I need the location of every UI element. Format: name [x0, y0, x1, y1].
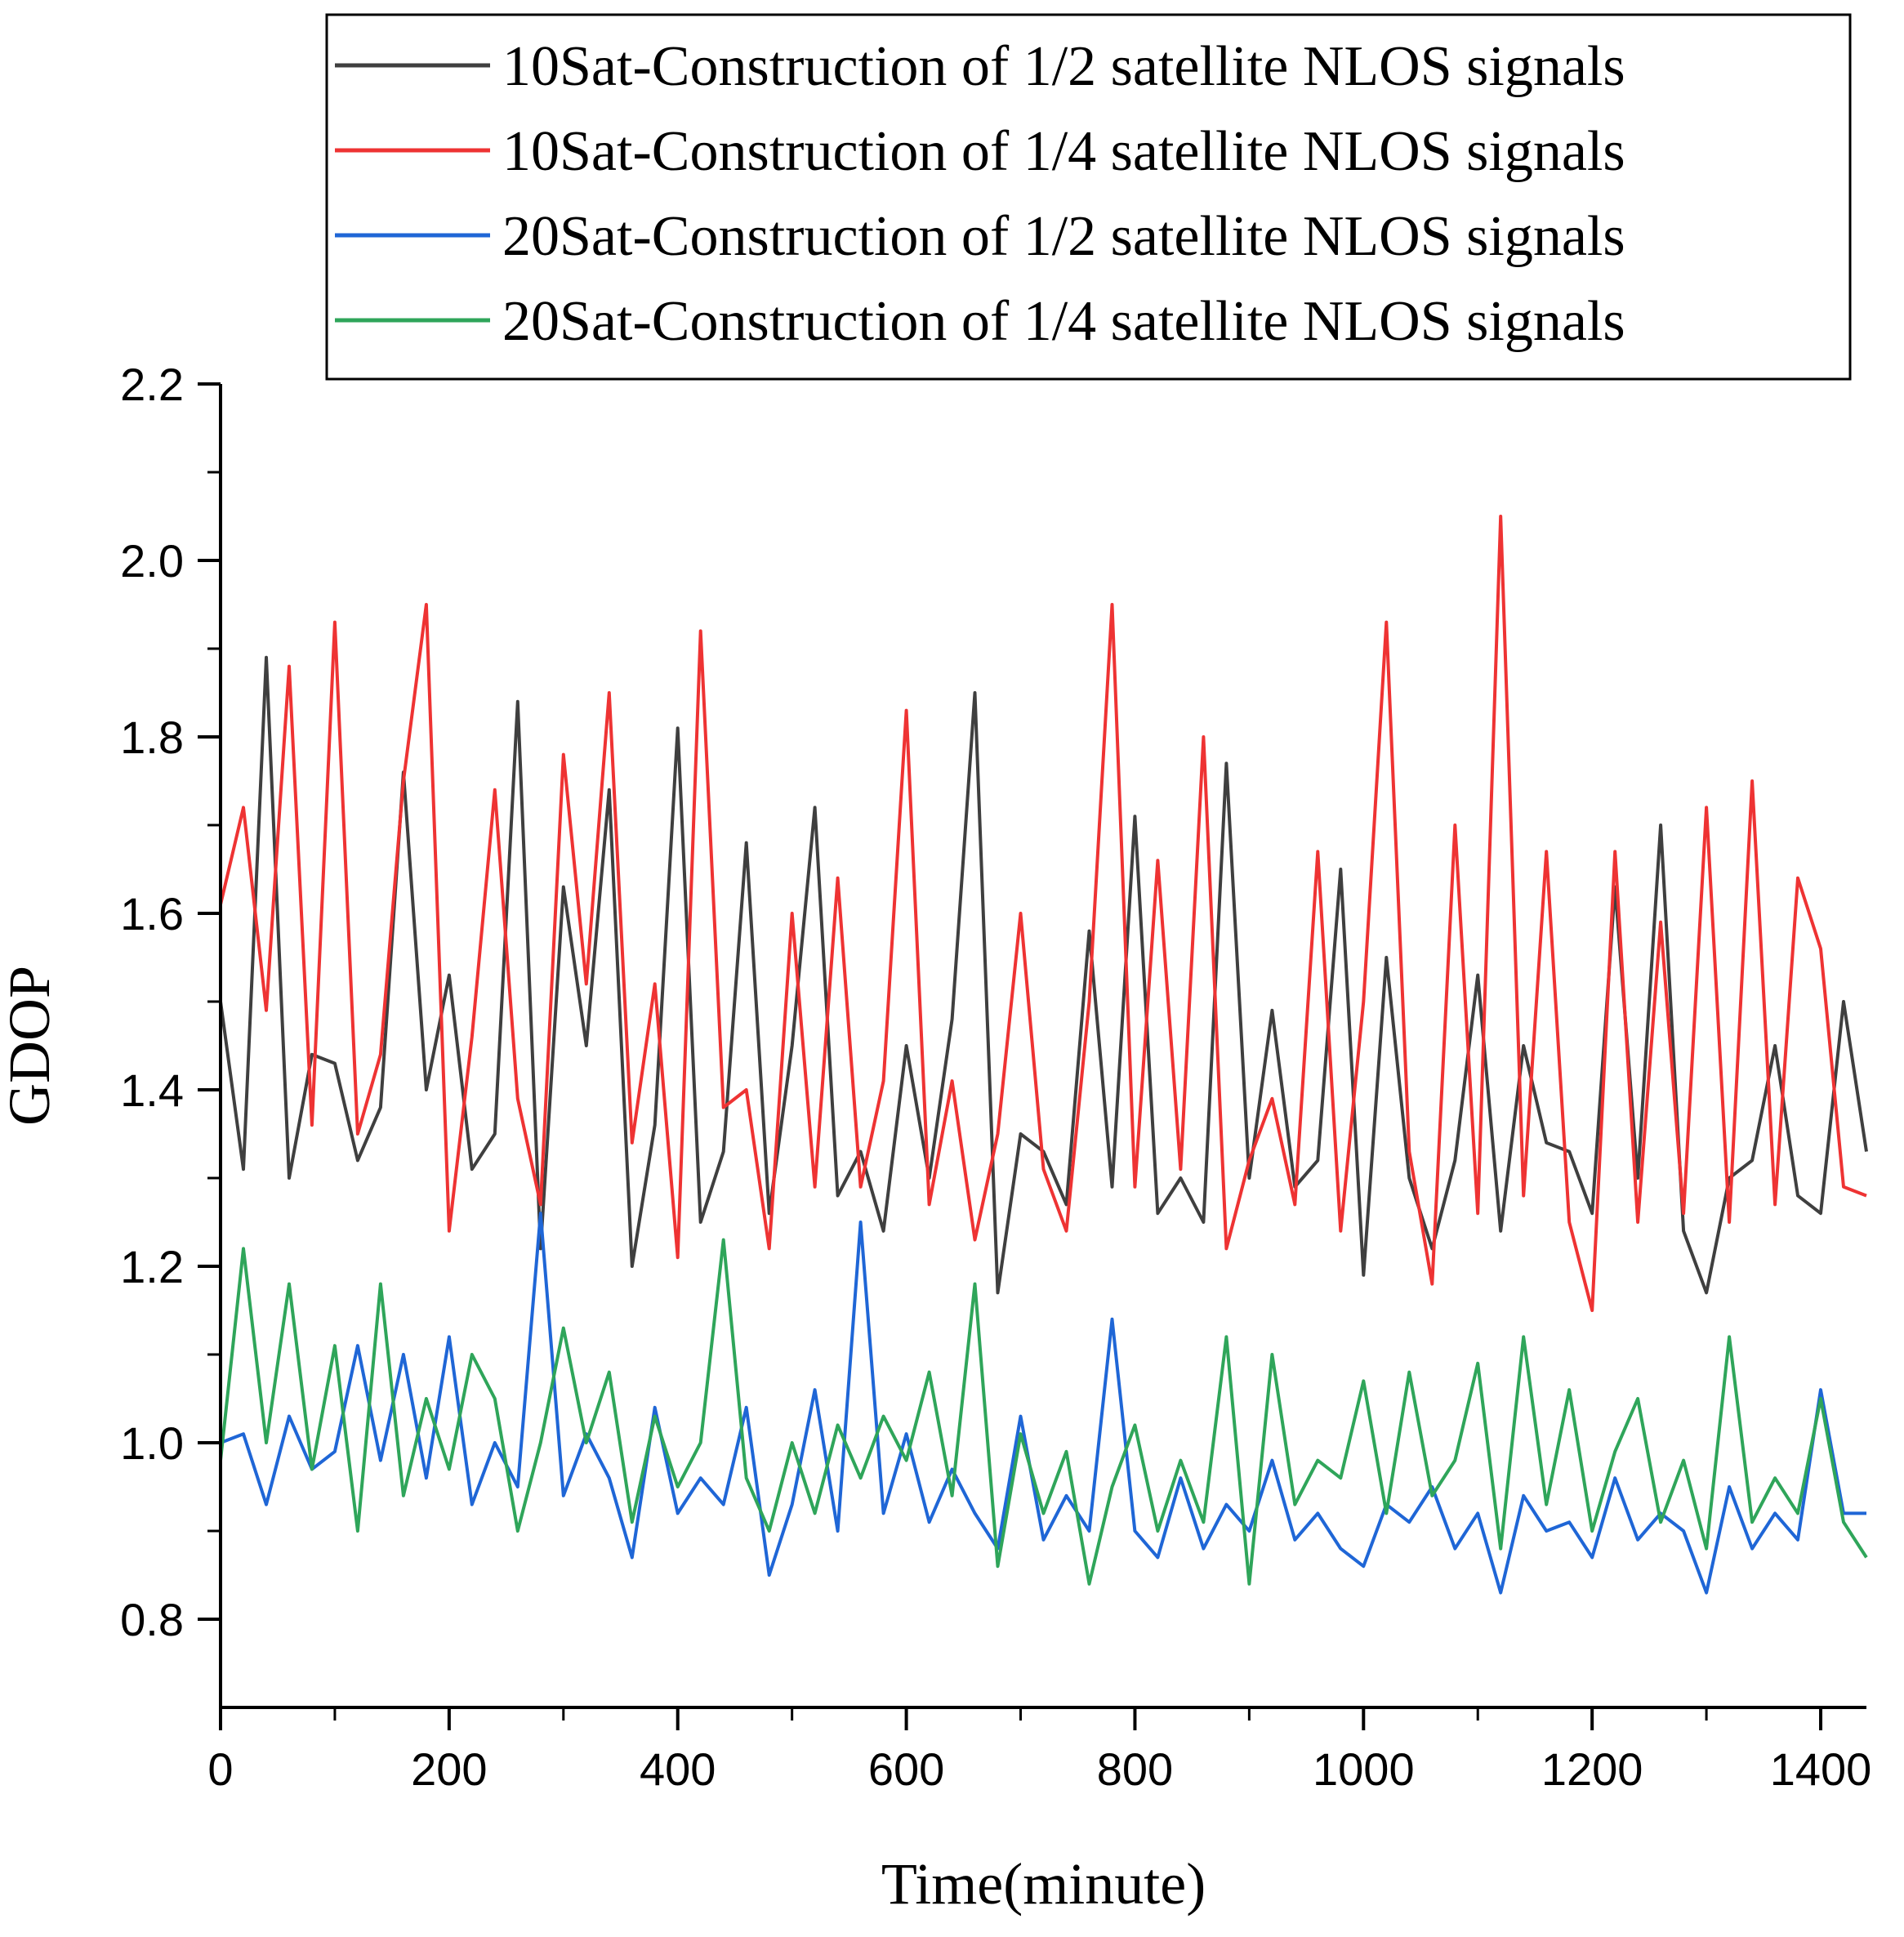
- x-tick-label: 400: [640, 1743, 716, 1795]
- x-tick-label: 1200: [1541, 1743, 1643, 1795]
- x-tick-label: 0: [207, 1743, 233, 1795]
- y-ticks: 0.8 1.0 1.2 1.4 1.6 1.8 2.0 2.2: [120, 359, 221, 1645]
- legend-label-1: 10Sat-Construction of 1/2 satellite NLOS…: [502, 35, 1625, 98]
- x-tick-label: 1400: [1770, 1743, 1872, 1795]
- legend-label-4: 20Sat-Construction of 1/4 satellite NLOS…: [502, 290, 1625, 353]
- series-line-1: [219, 655, 1868, 1295]
- axes: 0 200 400 600 800 1000 1200 1400 0.8 1.0 1.2 1.4 1.…: [120, 359, 1871, 1795]
- x-tick-label: 800: [1097, 1743, 1173, 1795]
- y-tick-label: 2.0: [120, 535, 184, 587]
- y-tick-label: 1.0: [120, 1417, 184, 1469]
- y-tick-label: 1.6: [120, 888, 184, 939]
- legend: 10Sat-Construction of 1/2 satellite NLOS…: [325, 13, 1852, 381]
- y-tick-label: 1.8: [120, 712, 184, 763]
- x-tick-label: 200: [411, 1743, 487, 1795]
- x-tick-label: 600: [868, 1743, 944, 1795]
- y-tick-label: 1.2: [120, 1241, 184, 1292]
- x-axis-title: Time(minute): [881, 1851, 1206, 1917]
- legend-label-2: 10Sat-Construction of 1/4 satellite NLOS…: [502, 120, 1625, 183]
- y-tick-label: 1.4: [120, 1064, 184, 1116]
- y-tick-label: 2.2: [120, 359, 184, 410]
- y-axis-title: GDOP: [0, 966, 62, 1126]
- legend-box: [325, 13, 1852, 381]
- x-tick-label: 1000: [1313, 1743, 1415, 1795]
- y-tick-label: 0.8: [120, 1594, 184, 1645]
- plot-lines: [219, 515, 1868, 1595]
- series-line-3: [220, 1212, 1866, 1595]
- series-line-2: [219, 515, 1867, 1312]
- x-ticks: 0 200 400 600 800 1000 1200 1400: [207, 1707, 1871, 1795]
- legend-label-3: 20Sat-Construction of 1/2 satellite NLOS…: [502, 205, 1625, 268]
- series-line-4: [219, 1238, 1868, 1586]
